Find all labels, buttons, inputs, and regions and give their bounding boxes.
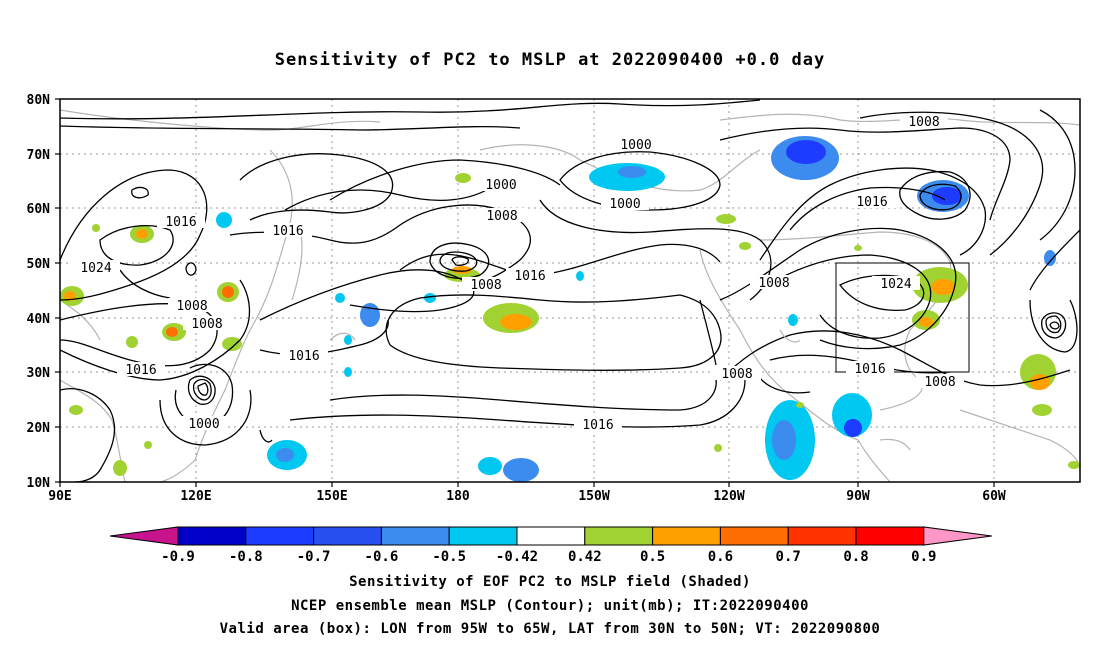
mslp-contours <box>60 99 1080 482</box>
colorbar-label: -0.5 <box>432 549 466 565</box>
caption-valid-area: Valid area (box): LON from 95W to 65W, L… <box>219 621 881 637</box>
contour-label: 1008 <box>908 115 939 130</box>
lat-label: 10N <box>27 476 51 491</box>
sensitivity-shading <box>60 136 1080 482</box>
lon-label: 180 <box>446 489 470 504</box>
contour-label: 1016 <box>125 363 156 378</box>
colorbar-swatch <box>787 526 857 546</box>
contour-label: 1008 <box>486 209 517 224</box>
colorbar-swatch <box>855 526 925 546</box>
contour-label: 1008 <box>191 317 222 332</box>
colorbar-swatch <box>719 526 789 546</box>
colorbar-label: 0.9 <box>911 549 936 565</box>
lat-label: 20N <box>27 421 51 436</box>
colorbar-under-triangle <box>109 526 179 546</box>
ticks <box>55 98 995 487</box>
lat-label: 30N <box>27 366 51 381</box>
colorbar-swatch <box>584 526 654 546</box>
lon-labels: 90E 120E 150E 180 150W 120W 90W 60W <box>48 489 1006 504</box>
lat-labels: 80N 70N 60N 50N 40N 30N 20N 10N <box>27 93 51 491</box>
colorbar-label: 0.7 <box>776 549 801 565</box>
lon-label: 60W <box>982 489 1006 504</box>
contour-label: 1024 <box>880 277 911 292</box>
contour-label: 1008 <box>758 276 789 291</box>
lon-label: 150W <box>578 489 609 504</box>
colorbar-label: -0.42 <box>496 549 538 565</box>
lat-label: 70N <box>27 148 51 163</box>
lat-label: 60N <box>27 202 51 217</box>
contour-label: 1016 <box>288 349 319 364</box>
colorbar-label: -0.9 <box>161 549 195 565</box>
colorbar-label: -0.6 <box>365 549 399 565</box>
lon-label: 90W <box>846 489 870 504</box>
contour-label: 1024 <box>80 261 111 276</box>
colorbar-swatch <box>380 526 450 546</box>
contour-labels: 1000 1000 1000 1008 1016 1016 1024 1016 … <box>72 114 964 433</box>
caption-shading: Sensitivity of EOF PC2 to MSLP field (Sh… <box>349 574 751 590</box>
islands <box>329 329 911 451</box>
colorbar-label: 0.5 <box>640 549 665 565</box>
colorbar-label: 0.8 <box>843 549 868 565</box>
lon-label: 120E <box>180 489 211 504</box>
valid-area-box <box>835 262 970 373</box>
colorbar-label: 0.42 <box>568 549 602 565</box>
contour-label: 1016 <box>272 224 303 239</box>
contour-label: 1016 <box>514 269 545 284</box>
contour-label: 1016 <box>582 418 613 433</box>
colorbar-swatch <box>516 526 586 546</box>
contour-label: 1008 <box>176 299 207 314</box>
contour-label: 1016 <box>854 362 885 377</box>
colorbar-label: -0.7 <box>297 549 331 565</box>
lat-label: 50N <box>27 257 51 272</box>
contour-label: 1000 <box>188 417 219 432</box>
contour-label: 1008 <box>924 375 955 390</box>
lon-label: 120W <box>713 489 744 504</box>
lat-label: 40N <box>27 312 51 327</box>
map-frame <box>59 98 1081 483</box>
lon-label: 150E <box>316 489 347 504</box>
contour-label: 1008 <box>721 367 752 382</box>
contour-label: 1016 <box>856 195 887 210</box>
colorbar-label: 0.6 <box>708 549 733 565</box>
colorbar-swatch <box>245 526 315 546</box>
colorbar-swatch <box>448 526 518 546</box>
colorbar-swatch <box>652 526 721 546</box>
contour-label: 1016 <box>165 215 196 230</box>
colorbar-swatch <box>177 526 247 546</box>
contour-label: 1008 <box>470 278 501 293</box>
colorbar-label: -0.8 <box>229 549 263 565</box>
contour-label: 1000 <box>609 197 640 212</box>
lon-label: 90E <box>48 489 71 504</box>
lat-label: 80N <box>27 93 51 108</box>
contour-label: 1000 <box>620 138 651 153</box>
colorbar: -0.9 -0.8 -0.7 -0.6 -0.5 -0.42 0.42 0.5 0.6 0.7 0.… <box>109 526 992 565</box>
map-title: Sensitivity of PC2 to MSLP at 2022090400… <box>274 50 826 70</box>
colorbar-over-triangle <box>923 526 992 546</box>
contour-label: 1000 <box>485 178 516 193</box>
caption-contour: NCEP ensemble mean MSLP (Contour); unit(… <box>291 598 809 614</box>
colorbar-swatch <box>313 526 382 546</box>
